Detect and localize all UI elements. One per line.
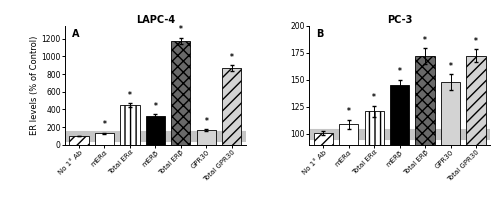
Bar bbox=[222, 68, 242, 145]
Bar bbox=[364, 111, 384, 213]
Bar bbox=[172, 41, 190, 145]
Y-axis label: ER levels (% of Control): ER levels (% of Control) bbox=[30, 36, 38, 135]
Text: *: * bbox=[474, 37, 478, 46]
Bar bbox=[70, 136, 88, 145]
Text: A: A bbox=[72, 29, 80, 39]
Bar bbox=[120, 105, 140, 145]
Bar bbox=[441, 82, 460, 213]
Text: *: * bbox=[448, 62, 452, 71]
Text: *: * bbox=[346, 107, 350, 116]
Bar bbox=[146, 116, 165, 145]
Text: *: * bbox=[398, 67, 402, 76]
Bar bbox=[314, 133, 332, 213]
Bar bbox=[390, 85, 409, 213]
Text: *: * bbox=[179, 25, 183, 34]
Bar bbox=[339, 124, 358, 213]
Bar bbox=[416, 56, 434, 213]
Bar bbox=[95, 133, 114, 145]
Bar bbox=[197, 130, 216, 145]
Title: LAPC-4: LAPC-4 bbox=[136, 15, 175, 25]
Text: *: * bbox=[372, 93, 376, 102]
Title: PC-3: PC-3 bbox=[387, 15, 412, 25]
Text: *: * bbox=[230, 53, 234, 62]
Text: *: * bbox=[102, 120, 106, 129]
Text: *: * bbox=[204, 117, 208, 126]
Text: *: * bbox=[128, 91, 132, 99]
Text: B: B bbox=[316, 29, 324, 39]
Bar bbox=[466, 56, 485, 213]
Text: *: * bbox=[154, 102, 158, 111]
Text: *: * bbox=[423, 36, 427, 45]
